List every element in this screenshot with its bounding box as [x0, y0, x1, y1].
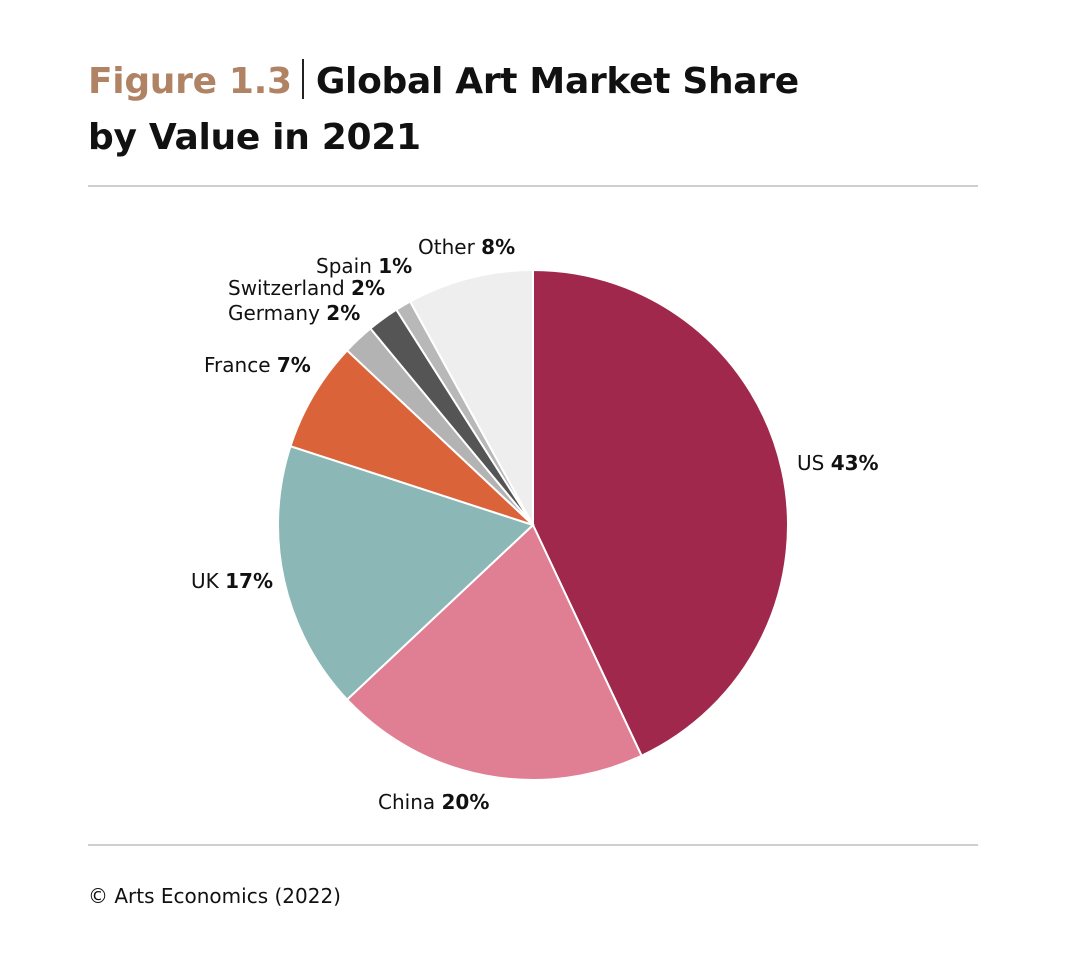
pie-label-name: US	[797, 451, 831, 475]
chart-title: Figure 1.3 Global Art Market Share by Val…	[88, 54, 988, 166]
source-note: © Arts Economics (2022)	[88, 884, 341, 908]
pie-label-value: 17%	[225, 569, 273, 593]
bottom-divider	[88, 844, 978, 846]
pie-label-name: Spain	[316, 254, 378, 278]
pie-label-china: China 20%	[378, 790, 489, 814]
pie-label-us: US 43%	[797, 451, 879, 475]
pie-label-name: Germany	[228, 301, 326, 325]
pie-label-name: China	[378, 790, 442, 814]
pie-label-value: 1%	[378, 254, 412, 278]
pie-label-value: 43%	[831, 451, 879, 475]
pie-label-value: 8%	[481, 235, 515, 259]
pie-slice-uk	[277, 444, 535, 701]
pie-label-other: Other 8%	[418, 235, 515, 259]
pie-label-name: Switzerland	[228, 276, 351, 300]
pie-label-name: UK	[191, 569, 225, 593]
pie-label-name: Other	[418, 235, 481, 259]
pie-slice-france	[289, 349, 534, 526]
pie-label-germany: Germany 2%	[228, 301, 360, 325]
pie-slices	[277, 268, 789, 781]
title-line-1: Global Art Market Share	[315, 61, 799, 102]
pie-label-value: 2%	[351, 276, 385, 300]
figure-label: Figure 1.3	[88, 61, 292, 102]
pie-label-name: France	[204, 353, 277, 377]
pie-label-value: 2%	[326, 301, 360, 325]
pie-slice-other	[408, 268, 534, 526]
pie-labels: US 43% China 20% UK 17% France 7% Germany 2%…	[191, 235, 879, 814]
pie-label-spain: Spain 1%	[316, 254, 412, 278]
pie-slice-us	[532, 268, 789, 758]
pie-label-value: 20%	[442, 790, 490, 814]
pie-label-uk: UK 17%	[191, 569, 273, 593]
pie-label-value: 7%	[277, 353, 311, 377]
pie-slice-china	[345, 523, 643, 781]
title-separator	[301, 59, 304, 99]
pie-label-switzerland: Switzerland 2%	[228, 276, 385, 300]
pie-label-france: France 7%	[204, 353, 311, 377]
title-line-2: by Value in 2021	[88, 117, 421, 158]
top-divider	[88, 185, 978, 187]
